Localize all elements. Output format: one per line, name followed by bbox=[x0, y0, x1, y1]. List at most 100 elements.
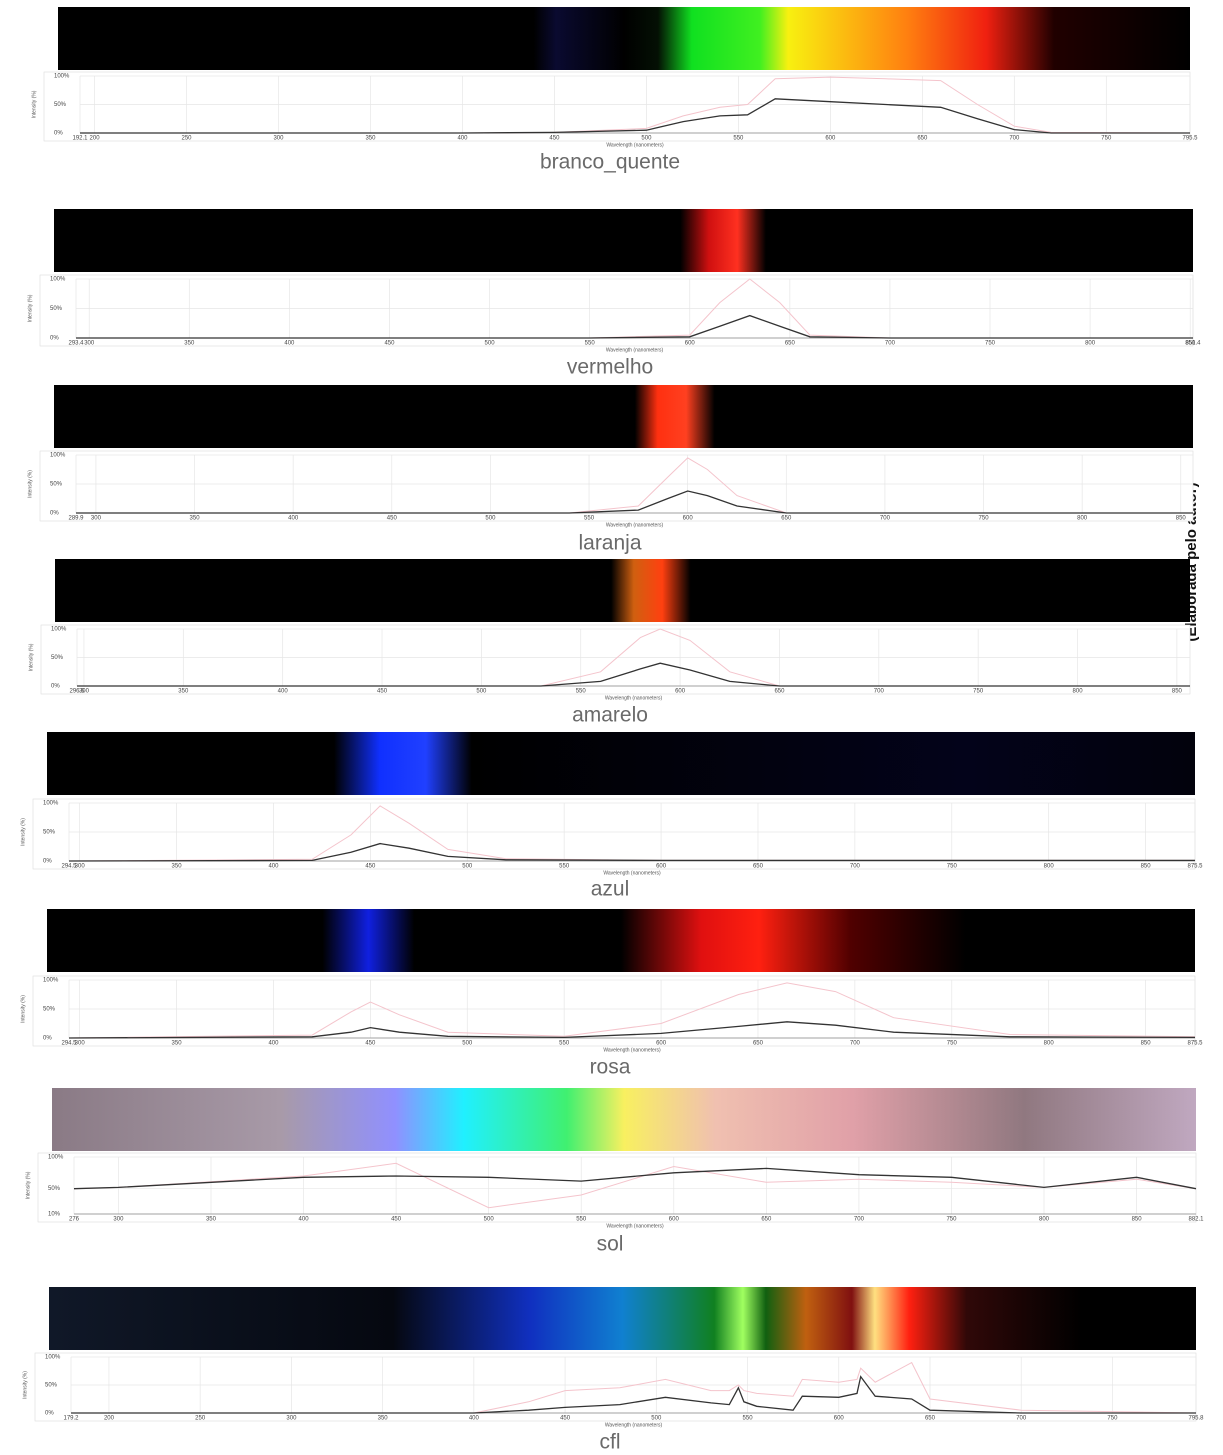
spectrum-line bbox=[77, 662, 1190, 687]
plot-frame bbox=[39, 450, 1194, 522]
x-tick-label: 192.1 bbox=[72, 136, 88, 142]
y-axis-label: Intensity (%) bbox=[25, 1171, 31, 1199]
y-tick-label: 10% bbox=[48, 1212, 61, 1218]
x-tick-label: 600 bbox=[683, 516, 694, 522]
chart-title: azul bbox=[591, 878, 630, 901]
x-tick-label: 875.5 bbox=[1187, 1041, 1203, 1047]
x-tick-label: 750 bbox=[1107, 1416, 1118, 1422]
x-tick-label: 350 bbox=[172, 1041, 183, 1047]
x-tick-label: 350 bbox=[184, 341, 195, 347]
x-tick-label: 179.2 bbox=[63, 1416, 79, 1422]
y-tick-label: 0% bbox=[43, 859, 52, 865]
x-tick-label: 700 bbox=[850, 1041, 861, 1047]
x-tick-label: 450 bbox=[384, 341, 395, 347]
x-tick-label: 550 bbox=[576, 689, 587, 695]
spectrum-bar bbox=[54, 209, 1193, 272]
y-tick-label: 0% bbox=[43, 1036, 52, 1042]
x-tick-label: 850 bbox=[1141, 1041, 1152, 1047]
x-tick-label: 300 bbox=[91, 516, 102, 522]
spectrum-bar bbox=[49, 1287, 1196, 1350]
x-tick-label: 550 bbox=[733, 136, 744, 142]
x-tick-label: 500 bbox=[641, 136, 652, 142]
x-tick-label: 400 bbox=[299, 1217, 310, 1223]
spectrum-line bbox=[68, 842, 1195, 862]
y-axis-label: Intensity (%) bbox=[27, 470, 33, 498]
spectrum-line bbox=[71, 1375, 1196, 1414]
y-axis-label: Intensity (%) bbox=[28, 643, 34, 671]
y-tick-label: 50% bbox=[43, 1007, 56, 1013]
x-tick-label: 300 bbox=[75, 864, 86, 870]
x-tick-label: 650 bbox=[753, 1041, 764, 1047]
spectrum-bar bbox=[47, 909, 1195, 972]
x-tick-label: 400 bbox=[268, 864, 279, 870]
x-axis-label: Wavelength (nanometers) bbox=[603, 870, 661, 876]
y-tick-label: 50% bbox=[43, 830, 56, 836]
x-tick-label: 650 bbox=[925, 1416, 936, 1422]
x-tick-label: 700 bbox=[854, 1217, 865, 1223]
x-tick-label: 650 bbox=[753, 864, 764, 870]
x-tick-label: 800 bbox=[1044, 1041, 1055, 1047]
x-tick-label: 795.5 bbox=[1182, 136, 1198, 142]
x-tick-label: 400 bbox=[268, 1041, 279, 1047]
x-tick-label: 296.5 bbox=[69, 689, 85, 695]
x-tick-label: 450 bbox=[377, 689, 388, 695]
y-tick-label: 100% bbox=[54, 74, 70, 80]
spectrum-bar bbox=[58, 7, 1190, 70]
x-tick-label: 300 bbox=[75, 1041, 86, 1047]
x-tick-label: 800 bbox=[1044, 864, 1055, 870]
y-tick-label: 0% bbox=[50, 511, 59, 517]
x-tick-label: 300 bbox=[273, 136, 284, 142]
spectrum-line bbox=[76, 314, 1193, 339]
x-tick-label: 600 bbox=[675, 689, 686, 695]
x-tick-label: 350 bbox=[172, 864, 183, 870]
x-tick-label: 650 bbox=[917, 136, 928, 142]
x-axis-label: Wavelength (nanometers) bbox=[606, 347, 664, 353]
spectrum-bar bbox=[47, 732, 1195, 795]
x-tick-label: 750 bbox=[979, 516, 990, 522]
x-tick-label: 500 bbox=[651, 1416, 662, 1422]
x-tick-label: 650 bbox=[785, 341, 796, 347]
y-tick-label: 100% bbox=[48, 1155, 64, 1161]
x-tick-label: 350 bbox=[178, 689, 189, 695]
y-tick-label: 0% bbox=[45, 1411, 54, 1417]
x-tick-label: 600 bbox=[685, 341, 696, 347]
x-tick-label: 450 bbox=[387, 516, 398, 522]
x-tick-label: 450 bbox=[365, 1041, 376, 1047]
x-tick-label: 750 bbox=[1101, 136, 1112, 142]
y-axis-label: Intensity (%) bbox=[20, 818, 26, 846]
x-tick-label: 500 bbox=[485, 516, 496, 522]
y-tick-label: 50% bbox=[48, 1186, 61, 1192]
y-axis-label: Intensity (%) bbox=[31, 90, 37, 118]
plot-frame bbox=[37, 1152, 1197, 1223]
y-tick-label: 100% bbox=[43, 801, 59, 807]
x-tick-label: 350 bbox=[190, 516, 201, 522]
x-tick-label: 700 bbox=[1016, 1416, 1027, 1422]
plot-frame bbox=[34, 1352, 1197, 1422]
x-tick-label: 500 bbox=[476, 689, 487, 695]
x-tick-label: 550 bbox=[559, 1041, 570, 1047]
y-tick-label: 50% bbox=[54, 102, 67, 108]
x-tick-label: 500 bbox=[462, 864, 473, 870]
x-tick-label: 550 bbox=[585, 341, 596, 347]
x-axis-label: Wavelength (nanometers) bbox=[606, 142, 664, 148]
x-axis-label: Wavelength (nanometers) bbox=[606, 1223, 664, 1229]
x-tick-label: 750 bbox=[946, 1217, 957, 1223]
y-tick-label: 100% bbox=[51, 627, 67, 633]
x-tick-label: 875.5 bbox=[1187, 864, 1203, 870]
spectrum-line bbox=[71, 1361, 1197, 1414]
spectrum-line bbox=[76, 457, 1193, 514]
x-tick-label: 250 bbox=[195, 1416, 206, 1422]
spectrum-line bbox=[77, 628, 1190, 687]
x-tick-label: 750 bbox=[985, 341, 996, 347]
y-tick-label: 0% bbox=[54, 131, 63, 137]
y-axis-label: Intensity (%) bbox=[22, 1371, 28, 1399]
x-tick-label: 450 bbox=[549, 136, 560, 142]
x-tick-label: 850 bbox=[1185, 341, 1196, 347]
x-tick-label: 700 bbox=[885, 341, 896, 347]
x-tick-label: 400 bbox=[288, 516, 299, 522]
x-tick-label: 294.5 bbox=[61, 864, 77, 870]
x-tick-label: 882.1 bbox=[1188, 1217, 1204, 1223]
x-tick-label: 600 bbox=[656, 1041, 667, 1047]
x-tick-label: 550 bbox=[584, 516, 595, 522]
